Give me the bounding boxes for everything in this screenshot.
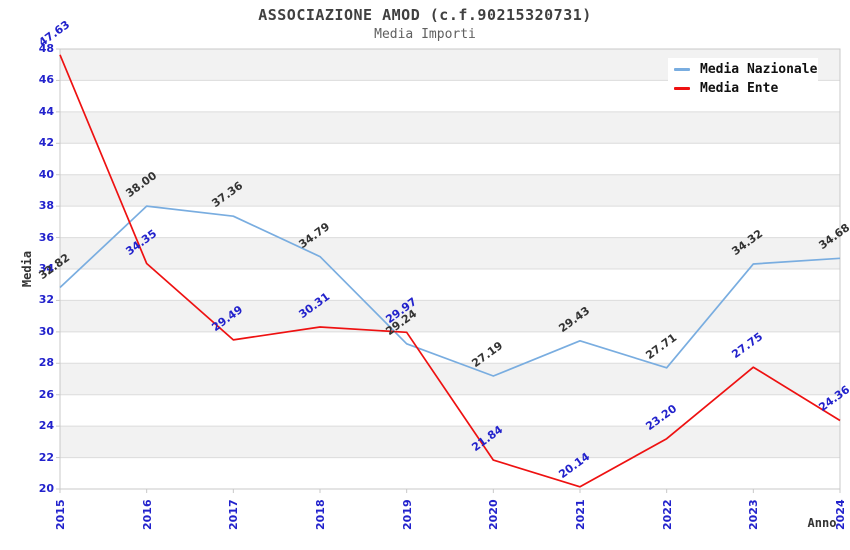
x-tick-label: 2021 [574, 499, 587, 530]
x-tick-label: 2023 [747, 499, 761, 530]
y-tick-label: 20 [38, 482, 54, 495]
band-row [60, 111, 840, 144]
x-tick-label: 2017 [227, 499, 241, 530]
y-tick-label: 26 [38, 387, 54, 401]
y-tick-label: 38 [38, 199, 54, 213]
band-row [60, 237, 840, 269]
series-line-0 [59, 205, 841, 377]
chart-subtitle: Media Importi [374, 27, 476, 42]
series-line-1 [59, 54, 841, 488]
legend-item-media-nazionale: Media Nazionale [668, 60, 818, 79]
band-row [60, 426, 840, 458]
y-tick-label: 34 [38, 262, 54, 275]
y-tick-label: 36 [38, 230, 54, 244]
x-tick-label: 2019 [400, 499, 414, 530]
band-row [60, 363, 840, 395]
media-ente-line-swatch [674, 87, 690, 90]
x-tick-label: 2016 [140, 499, 154, 530]
x-tick-label: 2024 [834, 499, 847, 530]
y-tick-label: 46 [38, 73, 54, 87]
y-tick-label: 28 [38, 356, 54, 370]
band-row [60, 174, 840, 207]
legend-item-media-ente: Media Ente [668, 79, 818, 98]
y-tick-label: 22 [38, 450, 54, 464]
y-tick-label: 42 [38, 136, 54, 150]
x-tick-label: 2018 [314, 499, 327, 530]
x-tick-label: 2020 [487, 499, 501, 530]
x-tick-label: 2022 [660, 499, 674, 530]
media-nazionale-line-swatch [674, 68, 690, 71]
legend-label: Media Nazionale [700, 62, 818, 77]
y-tick-label: 30 [38, 324, 54, 338]
y-tick-label: 44 [38, 104, 54, 118]
x-tick-label: 2015 [54, 499, 67, 530]
y-tick-label: 24 [38, 419, 54, 433]
y-tick-label: 48 [38, 42, 54, 55]
legend-label: Media Ente [700, 81, 779, 96]
legend: Media Nazionale Media Ente [668, 58, 818, 100]
band-row [60, 300, 840, 332]
x-axis-title: Anno [807, 516, 837, 530]
chart-title: ASSOCIAZIONE AMOD (c.f.90215320731) [258, 6, 592, 24]
y-tick-label: 32 [38, 293, 54, 307]
y-tick-label: 40 [38, 167, 54, 181]
